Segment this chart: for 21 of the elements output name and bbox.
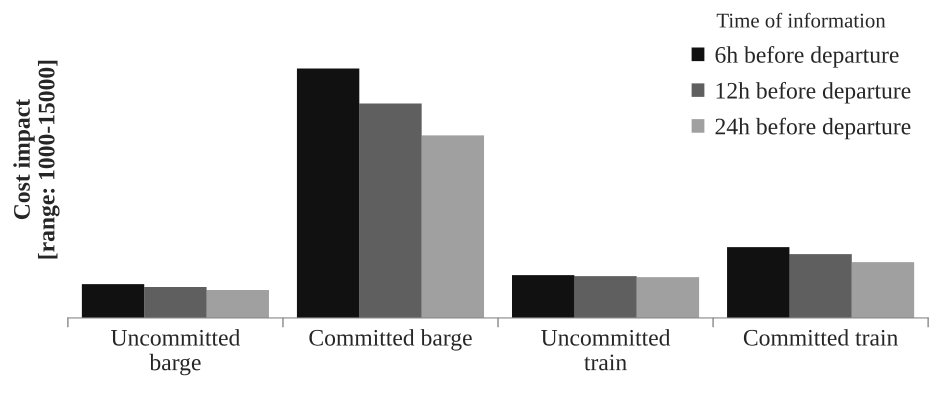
bar (144, 287, 207, 318)
bar (636, 277, 700, 318)
x-tick-label: Uncommitted barge (110, 329, 240, 376)
legend-title: Time of information (716, 12, 886, 28)
bar (206, 290, 269, 318)
bar (296, 68, 360, 318)
bar (422, 135, 484, 318)
bar (574, 276, 637, 318)
bar (512, 275, 574, 318)
legend-label: 6h before departure (716, 46, 899, 68)
legend-label: 12h before departure (716, 82, 910, 104)
bar (82, 284, 144, 318)
x-tick-label: Committed train (744, 329, 898, 346)
bar (852, 262, 914, 318)
y-axis-title: Cost impact [range: 1000-15000] (13, 60, 60, 258)
bar (789, 254, 852, 318)
legend-label: 24h before departure (716, 118, 910, 140)
x-tick-label: Committed barge (309, 329, 472, 351)
bar (727, 247, 790, 318)
bar (359, 103, 422, 318)
x-tick-label: Uncommitted train (541, 329, 670, 370)
